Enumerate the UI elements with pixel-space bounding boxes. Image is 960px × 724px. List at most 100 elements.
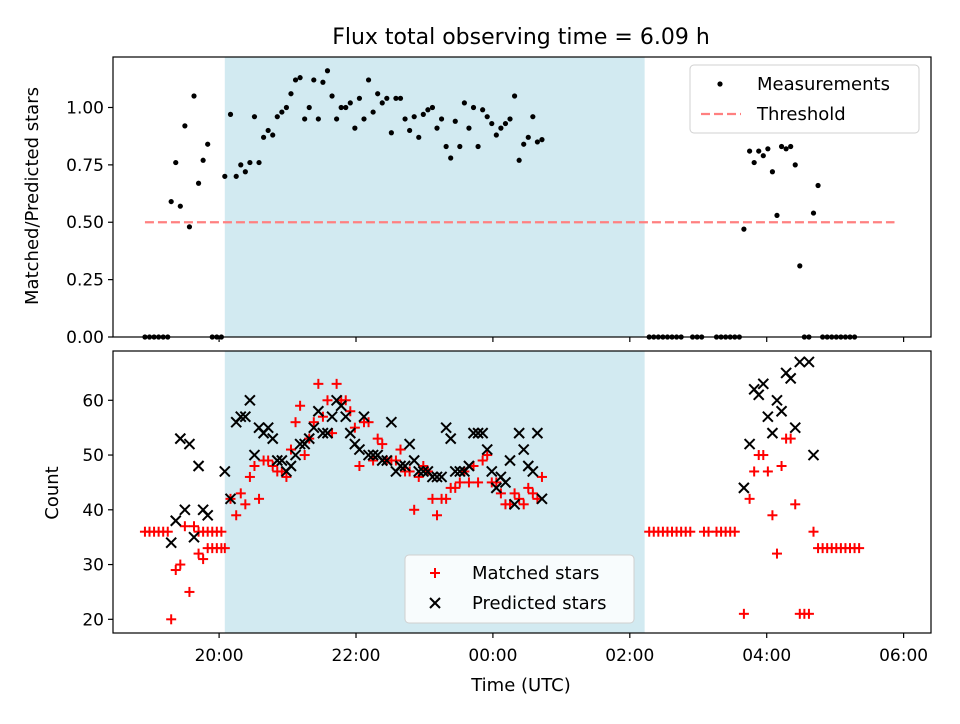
predicted-star-point [340, 411, 352, 423]
measurement-point [200, 157, 206, 163]
matched-legend-marker [430, 568, 440, 578]
predicted-star-point [239, 411, 252, 423]
matched-star-point [368, 455, 379, 466]
matched-star-point [317, 411, 328, 422]
top-y-tick-label: 0.50 [66, 213, 104, 233]
matched-star-point [240, 499, 251, 510]
measurement-point [411, 114, 417, 120]
predicted-star-point [201, 509, 214, 521]
predicted-star-point [192, 460, 205, 472]
predicted-star-point [463, 460, 475, 472]
measurement-point [461, 100, 467, 106]
top-y-tick-label: 0.75 [66, 156, 104, 176]
predicted-star-point [454, 465, 466, 478]
matched-star-point [216, 526, 227, 537]
matched-star-point [729, 526, 740, 537]
measurement-point [315, 116, 321, 122]
top-y-tick-label: 0.00 [66, 328, 104, 348]
x-axis-label: Time (UTC) [470, 675, 571, 696]
predicted-star-point [762, 411, 774, 423]
matched-star-point [308, 417, 319, 428]
predicted-star-point [789, 421, 801, 434]
measurement-point [774, 212, 780, 218]
predicted-star-point [426, 471, 439, 483]
predicted-star-point [531, 427, 544, 439]
x-tick-label: 04:00 [742, 646, 791, 666]
measurement-point [306, 104, 312, 111]
measurement-point [475, 143, 481, 150]
predicted-star-point [385, 416, 398, 428]
predicted-star-point [440, 421, 452, 434]
top-shaded-region [224, 57, 645, 337]
measurement-point [434, 125, 440, 131]
measurement-point [407, 127, 413, 134]
matched-star-point [299, 450, 310, 461]
measurement-point [379, 100, 385, 106]
matched-star-point [536, 471, 547, 482]
measurement-point [311, 77, 317, 83]
matched-star-point [473, 477, 484, 488]
legend-label-measurements: Measurements [757, 74, 890, 95]
matched-star-point [189, 521, 200, 532]
legend-label-predicted: Predicted stars [472, 593, 606, 614]
measurement-point [493, 132, 499, 138]
x-tick-label: 22:00 [332, 646, 381, 666]
predicted-star-point [344, 427, 357, 439]
predicted-star-point [536, 493, 548, 505]
predicted-star-point [743, 438, 756, 450]
matched-star-point [404, 466, 415, 477]
matched-star-point [491, 477, 502, 488]
matched-star-point [313, 378, 324, 389]
top-y-axis-label: Matched/Predicted stars [22, 87, 43, 305]
predicted-star-point [271, 454, 283, 467]
predicted-star-point [317, 427, 329, 439]
measurement-point [288, 91, 294, 97]
matched-star-point [495, 488, 506, 499]
predicted-star-point [248, 449, 261, 461]
measurement-point [788, 143, 794, 150]
matched-star-point [767, 510, 778, 521]
predicted-star-point [294, 438, 306, 450]
matched-star-point [349, 422, 360, 433]
matched-star-point [450, 482, 461, 493]
measurement-point [356, 95, 363, 101]
predicted-star-point [170, 515, 182, 527]
measurement-point [177, 203, 183, 209]
matched-star-point [418, 460, 429, 471]
predicted-star-point [794, 356, 806, 368]
matched-star-point [463, 477, 474, 488]
predicted-star-point [490, 482, 503, 494]
matched-star-point [808, 526, 819, 537]
predicted-star-point [444, 432, 457, 445]
measurement-point [525, 134, 531, 140]
predicted-star-point [289, 449, 302, 461]
predicted-star-point [435, 471, 448, 483]
predicted-star-point [403, 438, 416, 450]
predicted-star-point [771, 394, 783, 406]
measurement-point [466, 125, 472, 131]
measurement-point [747, 148, 753, 154]
predicted-star-point [353, 443, 366, 456]
predicted-star-point [165, 536, 177, 549]
measurement-point [338, 104, 344, 111]
measurement-point [370, 109, 376, 115]
bottom-y-tick-label: 20 [82, 610, 104, 630]
matched-star-point [409, 504, 420, 515]
measurement-point [741, 226, 747, 232]
matched-star-point [363, 417, 374, 428]
matched-star-point [523, 482, 534, 493]
measurement-point [438, 116, 445, 122]
matched-star-point [518, 499, 529, 510]
measurement-point [279, 109, 285, 115]
measurement-point [329, 93, 335, 99]
top-y-tick-label: 1.00 [66, 98, 104, 118]
matched-star-point [175, 559, 186, 570]
predicted-star-point [513, 427, 525, 439]
measurement-point [388, 130, 394, 136]
measurement-point [191, 93, 197, 99]
matched-star-point [231, 510, 242, 521]
matched-star-point [193, 526, 204, 537]
measurement-point [238, 162, 244, 168]
bottom-y-tick-label: 50 [82, 446, 104, 466]
measurement-point [797, 263, 803, 269]
